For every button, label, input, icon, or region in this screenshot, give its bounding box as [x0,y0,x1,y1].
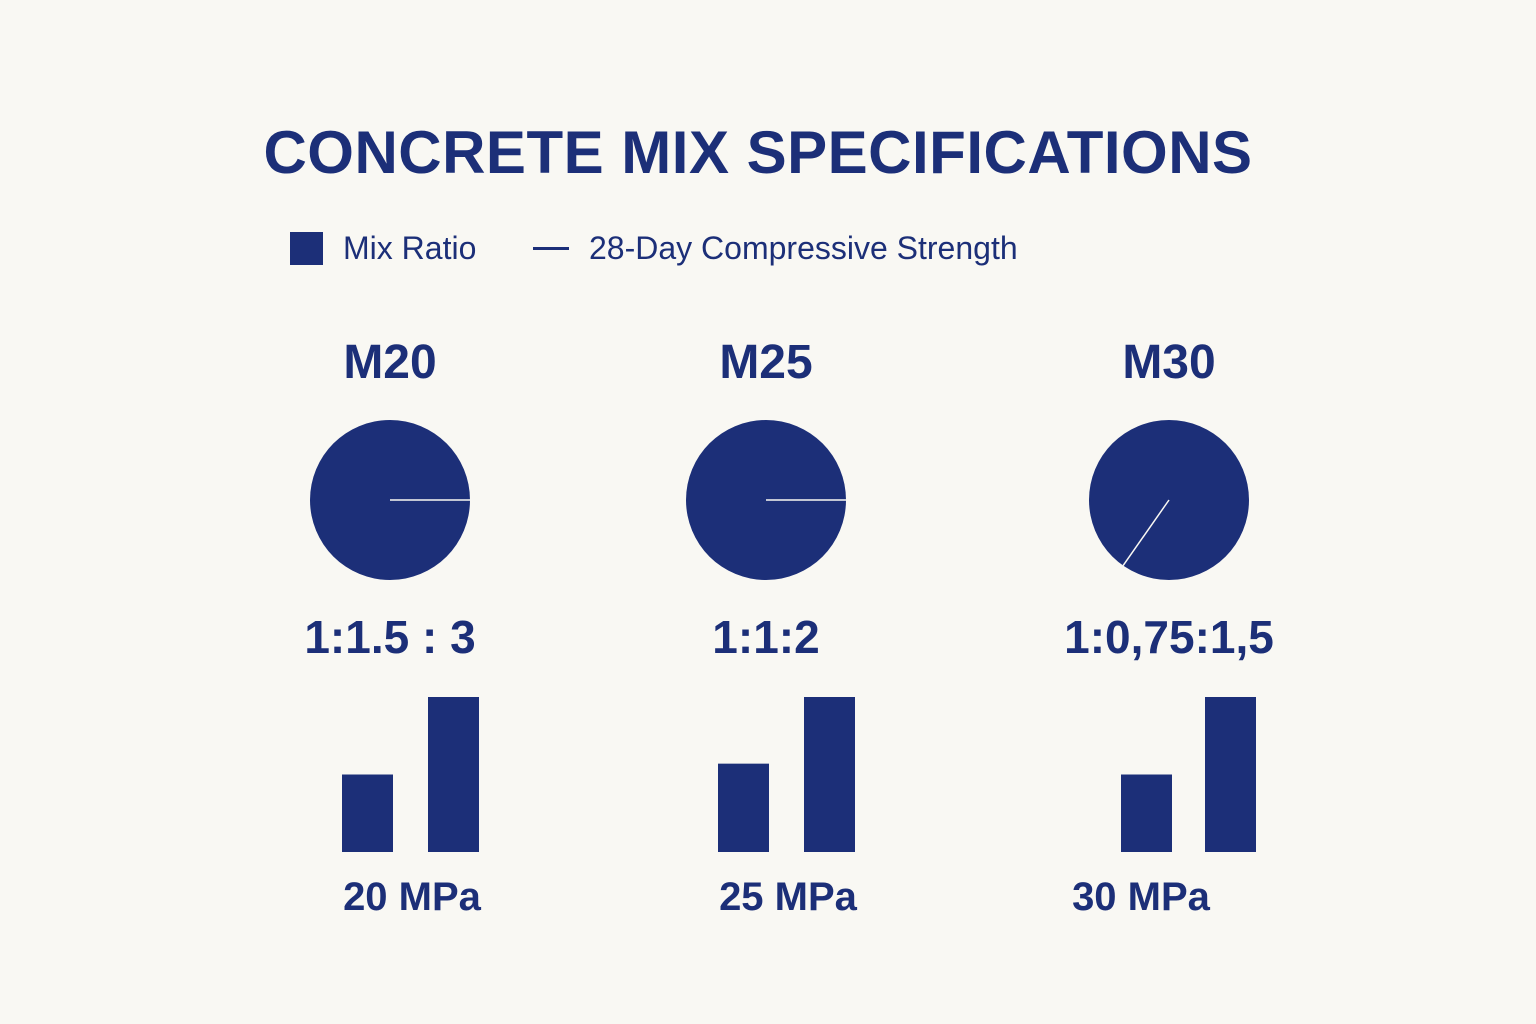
bar-m25-1 [718,763,769,852]
bar-m30-2 [1205,697,1256,852]
legend-label-strength: 28-Day Compressive Strength [589,229,1018,266]
bar-m20-1 [342,774,393,852]
legend-item-strength: 28-Day Compressive Strength [533,228,1018,268]
ratio-label-m20: 1:1.5 : 3 [304,611,475,663]
legend-label-mix-ratio: Mix Ratio [343,229,477,266]
bar-m20-2 [428,697,479,852]
strength-label-m20: 20 MPa [343,875,482,919]
chart-title: CONCRETE MIX SPECIFICATIONS [263,119,1253,186]
grade-label-m30: M30 [1122,336,1215,389]
legend-square-swatch [290,231,323,265]
ratio-label-m30: 1:0,75:1,5 [1064,611,1274,663]
bar-m25-2 [804,697,855,852]
pie-divider-m30 [1122,499,1170,566]
grade-label-m20: M20 [343,336,436,389]
strength-label-m25: 25 MPa [719,875,858,919]
bar-m30-1 [1121,774,1172,852]
legend-item-mix-ratio: Mix Ratio [290,228,476,268]
strength-label-m30: 30 MPa [1072,875,1211,919]
grade-label-m25: M25 [719,336,812,389]
ratio-label-m25: 1:1:2 [712,611,819,663]
legend-line-swatch [533,246,569,250]
